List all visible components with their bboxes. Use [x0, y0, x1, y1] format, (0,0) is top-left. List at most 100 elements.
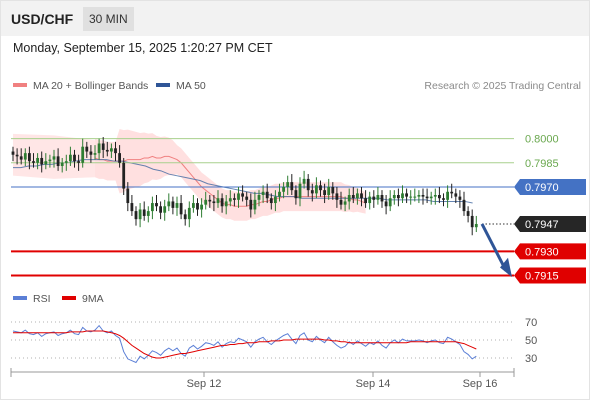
candle-body — [220, 198, 224, 207]
research-credit: Research © 2025 Trading Central — [424, 80, 581, 92]
candle-body — [417, 195, 421, 197]
candle-body — [249, 199, 253, 210]
candle-body — [339, 199, 343, 205]
rsi-panel: 70 50 30 — [11, 317, 537, 365]
candle-body — [421, 195, 425, 197]
candle-body — [208, 199, 212, 202]
candle-body — [163, 206, 167, 213]
candle-body — [446, 191, 449, 200]
candle-body — [151, 203, 154, 212]
candle-body — [138, 209, 142, 220]
candle-body — [192, 203, 195, 208]
level-label: 0.7915 — [525, 271, 559, 283]
legend-ma50: MA 50 — [156, 80, 206, 92]
candle-body — [331, 186, 335, 194]
candle-body — [315, 185, 318, 194]
candle-body — [93, 153, 97, 155]
candle-body — [454, 193, 458, 197]
ma50-label: MA 50 — [176, 80, 206, 92]
candle-body — [204, 199, 208, 205]
candle-body — [52, 156, 56, 160]
candle-body — [425, 196, 429, 199]
legend-ma20: MA 20 + Bollinger Bands — [13, 80, 148, 92]
candle-body — [196, 203, 199, 210]
candle-body — [380, 195, 384, 202]
rsi-ma-label: 9MA — [82, 293, 104, 305]
candle-body — [110, 148, 113, 152]
candle-body — [134, 211, 138, 220]
rsi-ma-line — [13, 330, 477, 359]
level-box-0.7915 — [514, 267, 586, 284]
rsi-tick-label: 30 — [525, 353, 537, 365]
candle-body — [40, 157, 44, 165]
candle-body — [60, 162, 64, 167]
candle-body — [48, 159, 52, 162]
candle-body — [290, 182, 294, 191]
level-label: 0.8000 — [525, 134, 559, 146]
candle-body — [105, 149, 109, 152]
candle-body — [56, 156, 60, 167]
candle-body — [302, 178, 306, 184]
candle-body — [347, 195, 351, 202]
candle-body — [28, 153, 31, 162]
candle-body — [397, 195, 400, 199]
candle-body — [360, 193, 363, 199]
candle-body — [364, 198, 367, 204]
candle-body — [319, 185, 322, 191]
candle-body — [409, 196, 413, 198]
candle-body — [438, 195, 441, 199]
candle-body — [442, 198, 445, 200]
candle-body — [175, 203, 179, 208]
candle-body — [466, 211, 470, 216]
candle-body — [101, 143, 105, 150]
candle-body — [89, 151, 93, 155]
candle-body — [122, 162, 126, 189]
legend-rsi: RSI — [13, 293, 51, 305]
level-label: 0.7985 — [525, 158, 559, 170]
candle-body — [44, 161, 48, 165]
level-label: 0.7970 — [525, 182, 559, 194]
candle-body — [257, 195, 261, 200]
candle-body — [233, 198, 236, 200]
candle-body — [228, 198, 232, 202]
candle-body — [253, 199, 257, 210]
legend-rsi-ma: 9MA — [62, 293, 104, 305]
candle-body — [474, 223, 478, 228]
candle-body — [241, 193, 244, 197]
candle-body — [23, 153, 27, 160]
candle-body — [130, 203, 134, 212]
candle-body — [81, 146, 85, 163]
candle-body — [368, 196, 372, 204]
candle-body — [306, 178, 310, 191]
candle-body — [19, 156, 23, 160]
timeframe-button[interactable]: 30 MIN — [83, 7, 134, 31]
candle-body — [187, 207, 191, 220]
candle-body — [343, 201, 347, 205]
candles — [11, 137, 478, 236]
candle-body — [323, 190, 326, 195]
candle-body — [142, 209, 146, 216]
candle-body — [310, 190, 314, 194]
candle-body — [200, 204, 203, 210]
level-label: 0.7930 — [525, 246, 559, 258]
rsi-ma-swatch — [62, 296, 76, 301]
forecast-arrow-head — [500, 257, 512, 278]
candle-body — [401, 193, 404, 199]
candle-body — [405, 193, 408, 197]
forecast-arrow — [480, 223, 512, 278]
timestamp: Monday, September 15, 2025 1:20:27 PM CE… — [13, 41, 273, 55]
time-axis: Sep 12 Sep 14 Sep 16 — [10, 368, 515, 390]
x-tick-label: Sep 14 — [356, 378, 391, 390]
rsi-line — [12, 324, 477, 364]
candle-body — [167, 201, 171, 207]
candle-body — [245, 196, 249, 200]
rsi-swatch — [13, 296, 27, 301]
candle-body — [261, 191, 265, 195]
level-box-0.7947 — [514, 215, 586, 232]
candle-body — [146, 211, 150, 216]
forecast-arrow-shaft — [480, 223, 508, 272]
rsi-tick-label: 70 — [525, 317, 537, 329]
level-box-0.7930 — [514, 243, 586, 260]
rsi-tick-label: 50 — [525, 335, 537, 347]
